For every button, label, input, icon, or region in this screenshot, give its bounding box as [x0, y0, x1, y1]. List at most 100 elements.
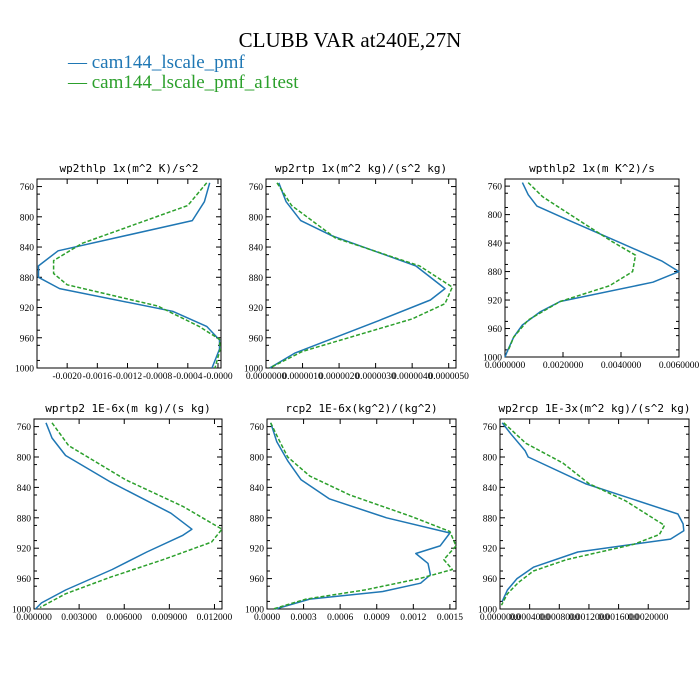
y-tick-label: 840 [488, 240, 503, 250]
legend-entry-2: — cam144_lscale_pmf_a1test [68, 72, 299, 94]
y-tick-label: 760 [483, 423, 498, 433]
y-tick-label: 920 [17, 545, 32, 555]
y-tick-label: 840 [483, 484, 498, 494]
x-tick-label: 0.0000000 [485, 361, 526, 371]
y-tick-label: 960 [483, 575, 498, 585]
x-tick-label: -0.0008 [143, 372, 173, 382]
legend-label: cam144_lscale_pmf_a1test [91, 72, 299, 93]
y-tick-label: 760 [488, 183, 503, 193]
x-tick-label: 0.0000050 [429, 372, 470, 382]
y-tick-label: 880 [249, 274, 264, 284]
y-tick-label: 920 [20, 304, 35, 314]
x-tick-label: 0.0020000 [628, 613, 669, 623]
y-tick-label: 840 [17, 484, 32, 494]
plot-frame [266, 418, 457, 610]
y-tick-label: 800 [483, 454, 498, 464]
x-tick-label: 0.006000 [106, 613, 142, 623]
x-tick-label: 0.0004000 [509, 613, 550, 623]
x-tick-label: 0.0000030 [355, 372, 396, 382]
panel-title: wpthlp2 1x(m K^2)/s [529, 162, 655, 175]
y-tick-label: 1000 [15, 365, 34, 375]
y-tick-label: 800 [20, 213, 35, 223]
y-tick-label: 840 [250, 484, 265, 494]
x-tick-label: 0.000000 [16, 613, 52, 623]
x-tick-label: -0.0004 [173, 372, 203, 382]
y-tick-label: 1000 [245, 606, 264, 616]
x-tick-label: 0.0012 [400, 613, 426, 623]
legend-line-icon: — [68, 72, 87, 93]
y-tick-label: 960 [20, 334, 35, 344]
x-tick-label: 0.0000040 [392, 372, 433, 382]
y-tick-label: 880 [483, 514, 498, 524]
y-tick-label: 840 [20, 244, 35, 254]
x-tick-label: 0.0000000 [246, 372, 287, 382]
y-tick-label: 880 [250, 514, 265, 524]
legend-label: cam144_lscale_pmf [91, 52, 245, 73]
y-tick-label: 800 [250, 454, 265, 464]
x-tick-label: 0.0000020 [319, 372, 360, 382]
y-tick-label: 920 [488, 297, 503, 307]
y-tick-label: 800 [17, 454, 32, 464]
series-line-a1test [52, 182, 221, 369]
series-line-pmf [501, 422, 685, 602]
series-line-a1test [507, 182, 637, 352]
series-line-pmf [269, 422, 451, 610]
plot-frame [504, 178, 680, 358]
y-tick-label: 880 [488, 268, 503, 278]
y-tick-label: 960 [17, 575, 32, 585]
y-tick-label: 920 [483, 545, 498, 555]
x-tick-label: 0.0020000 [543, 361, 584, 371]
x-tick-label: 0.0009 [364, 613, 390, 623]
y-tick-label: 1000 [478, 606, 497, 616]
x-tick-label: 0.003000 [61, 613, 97, 623]
y-tick-label: 840 [249, 244, 264, 254]
series-line-pmf [37, 182, 221, 369]
x-tick-label: 0.0008000 [539, 613, 580, 623]
x-tick-label: 0.0000 [254, 613, 280, 623]
y-tick-label: 800 [488, 211, 503, 221]
y-tick-label: 960 [488, 325, 503, 335]
plot-frame [265, 178, 457, 369]
y-tick-label: 1000 [483, 354, 502, 364]
legend-entry-1: — cam144_lscale_pmf [68, 52, 245, 74]
plot-frame [499, 418, 690, 610]
x-tick-label: 0.009000 [152, 613, 188, 623]
plot-frame [36, 178, 222, 369]
panel-title: wprtp2 1E-6x(m kg)/(s kg) [45, 402, 211, 415]
y-tick-label: 760 [250, 423, 265, 433]
x-tick-label: 0.0040000 [601, 361, 642, 371]
y-tick-label: 920 [249, 304, 264, 314]
y-tick-label: 960 [249, 334, 264, 344]
y-tick-label: 760 [17, 423, 32, 433]
panel-title: wp2rtp 1x(m^2 kg)/(s^2 kg) [275, 162, 447, 175]
series-line-a1test [500, 422, 666, 606]
x-tick-label: 0.0015 [437, 613, 463, 623]
x-tick-label: -0.0020 [53, 372, 83, 382]
y-tick-label: 880 [17, 514, 32, 524]
y-tick-label: 1000 [244, 365, 263, 375]
y-tick-label: 960 [250, 575, 265, 585]
x-tick-label: -0.0012 [113, 372, 143, 382]
legend-line-icon: — [68, 52, 87, 73]
panel-title: rcp2 1E-6x(kg^2)/(kg^2) [285, 402, 437, 415]
series-line-a1test [270, 422, 457, 610]
panel-title: wp2thlp 1x(m^2 K)/s^2 [59, 162, 198, 175]
y-tick-label: 880 [20, 274, 35, 284]
y-tick-label: 920 [250, 545, 265, 555]
series-line-pmf [34, 422, 193, 610]
y-tick-label: 800 [249, 213, 264, 223]
x-tick-label: 0.0016000 [598, 613, 639, 623]
y-tick-label: 1000 [12, 606, 31, 616]
series-line-a1test [39, 422, 223, 609]
x-tick-label: 0.0012000 [569, 613, 610, 623]
x-tick-label: 0.0000010 [282, 372, 323, 382]
series-line-a1test [269, 182, 454, 369]
x-tick-label: 0.0060000 [659, 361, 700, 371]
series-line-pmf [504, 182, 680, 358]
x-tick-label: -0.0000 [203, 372, 233, 382]
series-line-pmf [269, 182, 446, 369]
page-title: CLUBB VAR at240E,27N [238, 28, 462, 52]
x-tick-label: 0.0003 [291, 613, 317, 623]
panel-title: wp2rcp 1E-3x(m^2 kg)/(s^2 kg) [498, 402, 690, 415]
